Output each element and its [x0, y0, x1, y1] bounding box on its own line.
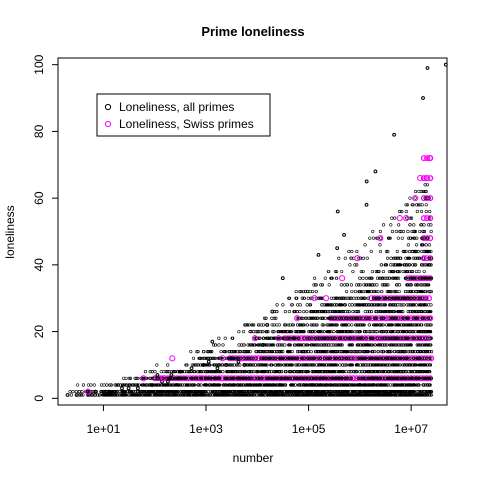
point-all-primes-7 [126, 386, 131, 391]
point-swiss-primes-16 [412, 195, 419, 202]
point-swiss-primes-11 [338, 275, 346, 282]
point-all-primes-22 [224, 363, 229, 367]
point-all-primes-36 [364, 179, 369, 184]
point-swiss-primes-19 [426, 155, 433, 162]
point-all-primes-8 [136, 386, 140, 391]
point-all-primes-19 [206, 359, 211, 364]
point-all-primes-24 [236, 359, 241, 364]
point-swiss-primes-1 [140, 375, 147, 382]
x-tick-label-1: 1e+03 [189, 422, 223, 436]
point-all-primes-32 [335, 246, 340, 251]
swiss-band-54 [420, 215, 434, 222]
point-swiss-primes-4 [197, 375, 205, 382]
y-tick-label-1: 20 [32, 325, 46, 339]
chart-title: Prime loneliness [201, 24, 304, 39]
x-axis-label: number [233, 451, 274, 465]
point-all-primes-23 [229, 356, 234, 361]
point-all-primes-38 [392, 132, 397, 137]
point-all-primes-2 [86, 389, 90, 394]
x-tick-label-0: 1e+01 [87, 422, 121, 436]
point-all-primes-5 [107, 389, 112, 394]
point-swiss-primes-5 [219, 355, 226, 362]
point-all-primes-4 [103, 389, 108, 394]
point-all-primes-30 [280, 276, 285, 281]
point-all-primes-9 [150, 383, 155, 387]
point-all-primes-18 [201, 363, 206, 367]
point-all-primes-3 [93, 389, 98, 394]
point-all-primes-29 [270, 309, 275, 314]
legend-box [96, 93, 271, 137]
point-swiss-primes-7 [275, 335, 282, 342]
point-all-primes-12 [166, 379, 170, 384]
point-all-primes-20 [210, 339, 215, 344]
all-primes-cloud [68, 183, 434, 397]
point-all-primes-15 [176, 376, 181, 381]
point-swiss-primes-0 [84, 388, 92, 395]
legend-marker-swiss-primes [104, 120, 112, 128]
point-all-primes-17 [189, 366, 194, 371]
point-all-primes-1 [74, 393, 79, 397]
point-swiss-primes-3 [169, 355, 176, 362]
point-all-primes-6 [120, 386, 124, 391]
point-swiss-primes-2 [160, 375, 167, 382]
point-all-primes-0 [65, 393, 70, 397]
y-tick-label-4: 80 [32, 124, 46, 138]
point-all-primes-40 [425, 66, 430, 70]
point-swiss-primes-6 [251, 335, 259, 342]
point-swiss-primes-10 [323, 295, 330, 302]
point-all-primes-21 [215, 366, 220, 371]
point-all-primes-14 [169, 373, 174, 377]
point-swiss-primes-18 [423, 175, 430, 182]
series-all-primes [65, 62, 448, 397]
x-tick-label-2: 1e+05 [292, 422, 326, 436]
point-all-primes-33 [335, 209, 340, 214]
point-all-primes-31 [316, 252, 321, 257]
x-tick-label-3: 1e+07 [394, 422, 428, 436]
y-tick-label-5: 100 [32, 54, 46, 74]
y-tick-label-3: 60 [32, 191, 46, 205]
point-all-primes-27 [260, 343, 265, 347]
point-swiss-primes-14 [396, 215, 403, 222]
point-all-primes-13 [168, 376, 172, 381]
y-tick-label-0: 0 [32, 395, 46, 402]
series-swiss-primes [84, 155, 433, 395]
point-all-primes-41 [443, 62, 448, 67]
legend-entry-swiss-primes: Loneliness, Swiss primes [119, 117, 254, 131]
legend-marker-all-primes [104, 103, 112, 111]
point-swiss-primes-12 [354, 255, 361, 262]
y-axis: 0 20 40 60 80 100 [32, 54, 58, 402]
x-axis: 1e+01 1e+03 1e+05 1e+07 [87, 405, 428, 436]
legend-entry-all-primes: Loneliness, all primes [119, 100, 234, 114]
point-swiss-primes-9 [311, 295, 318, 302]
point-all-primes-25 [242, 363, 247, 367]
point-all-primes-39 [421, 96, 425, 100]
y-axis-label: loneliness [3, 205, 17, 258]
point-swiss-primes-17 [417, 175, 424, 182]
legend: Loneliness, all primes Loneliness, Swiss… [96, 93, 271, 137]
point-all-primes-37 [373, 169, 378, 174]
point-swiss-primes-15 [403, 215, 410, 222]
point-all-primes-35 [364, 202, 369, 207]
point-all-primes-34 [342, 232, 346, 237]
point-all-primes-28 [265, 323, 270, 327]
all-primes-scatter-cloud [68, 183, 434, 397]
plot-area-frame [57, 57, 448, 406]
point-all-primes-16 [178, 369, 183, 374]
y-tick-label-2: 40 [32, 258, 46, 272]
point-all-primes-10 [155, 373, 160, 377]
point-swiss-primes-8 [294, 315, 301, 322]
point-swiss-primes-13 [377, 235, 384, 242]
